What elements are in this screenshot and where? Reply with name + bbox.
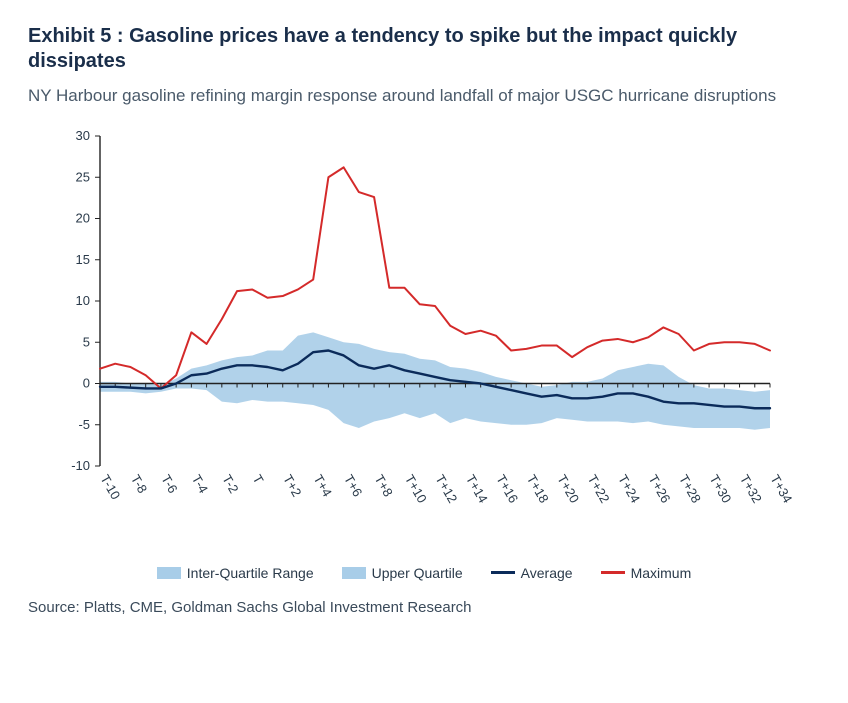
x-tick-label: T+14 [463, 472, 491, 505]
x-tick-label: T+6 [341, 472, 365, 499]
x-tick-label: T+10 [402, 472, 430, 505]
y-tick-label: 5 [83, 334, 90, 349]
y-tick-label: 30 [76, 128, 90, 143]
x-tick-label: T+20 [554, 472, 582, 505]
chart-subtitle: NY Harbour gasoline refining margin resp… [28, 84, 820, 108]
y-tick-label: 10 [76, 293, 90, 308]
legend-item: Maximum [601, 565, 692, 581]
x-tick-label: T+34 [767, 472, 795, 505]
x-tick-label: T+32 [737, 472, 765, 505]
legend-item: Average [491, 565, 573, 581]
legend-swatch [342, 567, 366, 579]
x-tick-label: T+4 [311, 472, 335, 499]
x-tick-label: T+26 [646, 472, 674, 505]
legend-swatch [491, 571, 515, 574]
y-tick-label: 15 [76, 252, 90, 267]
x-tick-label: T+22 [585, 472, 613, 505]
y-tick-label: 20 [76, 210, 90, 225]
legend-label: Upper Quartile [372, 565, 463, 581]
x-tick-label: T+30 [706, 472, 734, 505]
y-tick-label: -10 [71, 458, 90, 473]
legend-item: Upper Quartile [342, 565, 463, 581]
x-tick-label: T+18 [524, 472, 552, 505]
x-tick-label: T-10 [97, 472, 123, 502]
legend-label: Average [521, 565, 573, 581]
chart-title: Exhibit 5 : Gasoline prices have a tende… [28, 24, 820, 74]
x-tick-label: T-6 [158, 472, 180, 496]
x-tick-label: T+28 [676, 472, 704, 505]
x-tick-label: T+8 [371, 472, 395, 499]
legend-swatch [601, 571, 625, 574]
iqr-band [100, 332, 770, 429]
x-tick-label: T-8 [128, 472, 150, 496]
legend-item: Inter-Quartile Range [157, 565, 314, 581]
x-tick-label: T-4 [189, 472, 211, 496]
x-tick-label: T-2 [219, 472, 241, 496]
line-chart: -10 -5 0 5 10 15 20 25 30 T-10T-8 T-6 T-4 T-2 T T+2 T+4… [38, 126, 798, 526]
y-tick-label: 25 [76, 169, 90, 184]
x-tick-label: T+16 [493, 472, 521, 505]
chart-container: -10 -5 0 5 10 15 20 25 30 T-10T-8 T-6 T-4 T-2 T T+2 T+4… [38, 126, 820, 531]
source-note: Source: Platts, CME, Goldman Sachs Globa… [28, 599, 820, 616]
x-tick-label: T+2 [280, 472, 304, 499]
series-maximum [100, 167, 770, 388]
x-tick-label: T+12 [432, 472, 460, 505]
x-tick-label: T+24 [615, 472, 643, 505]
legend-label: Maximum [631, 565, 692, 581]
legend-label: Inter-Quartile Range [187, 565, 314, 581]
legend-swatch [157, 567, 181, 579]
x-tick-label: T [250, 472, 267, 486]
legend: Inter-Quartile Range Upper Quartile Averag… [28, 565, 820, 581]
y-tick-label: 0 [83, 375, 90, 390]
y-tick-label: -5 [78, 417, 90, 432]
